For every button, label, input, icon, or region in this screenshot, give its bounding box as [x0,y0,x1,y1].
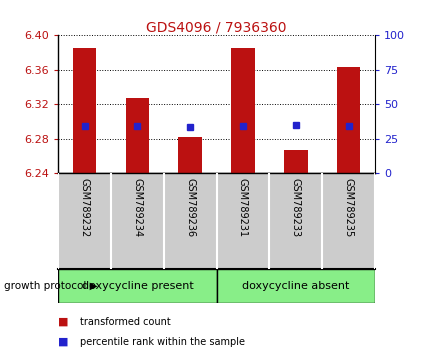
Bar [178,137,202,173]
Text: GSM789231: GSM789231 [237,178,247,238]
Bar [216,269,374,303]
Text: percentile rank within the sample: percentile rank within the sample [80,337,244,347]
Text: doxycycline absent: doxycycline absent [242,281,349,291]
Bar [230,48,254,173]
Text: GSM789233: GSM789233 [290,178,300,238]
Text: GSM789235: GSM789235 [343,178,353,238]
Bar [283,150,307,173]
Text: growth protocol ▶: growth protocol ▶ [4,281,98,291]
Bar [336,67,359,173]
Title: GDS4096 / 7936360: GDS4096 / 7936360 [146,20,286,34]
Bar [58,269,216,303]
Text: GSM789232: GSM789232 [80,178,89,238]
Text: GSM789236: GSM789236 [185,178,195,238]
Bar [125,98,149,173]
Text: ■: ■ [58,337,68,347]
Text: GSM789234: GSM789234 [132,178,142,238]
Text: transformed count: transformed count [80,317,170,327]
Text: doxycycline present: doxycycline present [81,281,193,291]
Bar [73,48,96,173]
Text: ■: ■ [58,317,68,327]
